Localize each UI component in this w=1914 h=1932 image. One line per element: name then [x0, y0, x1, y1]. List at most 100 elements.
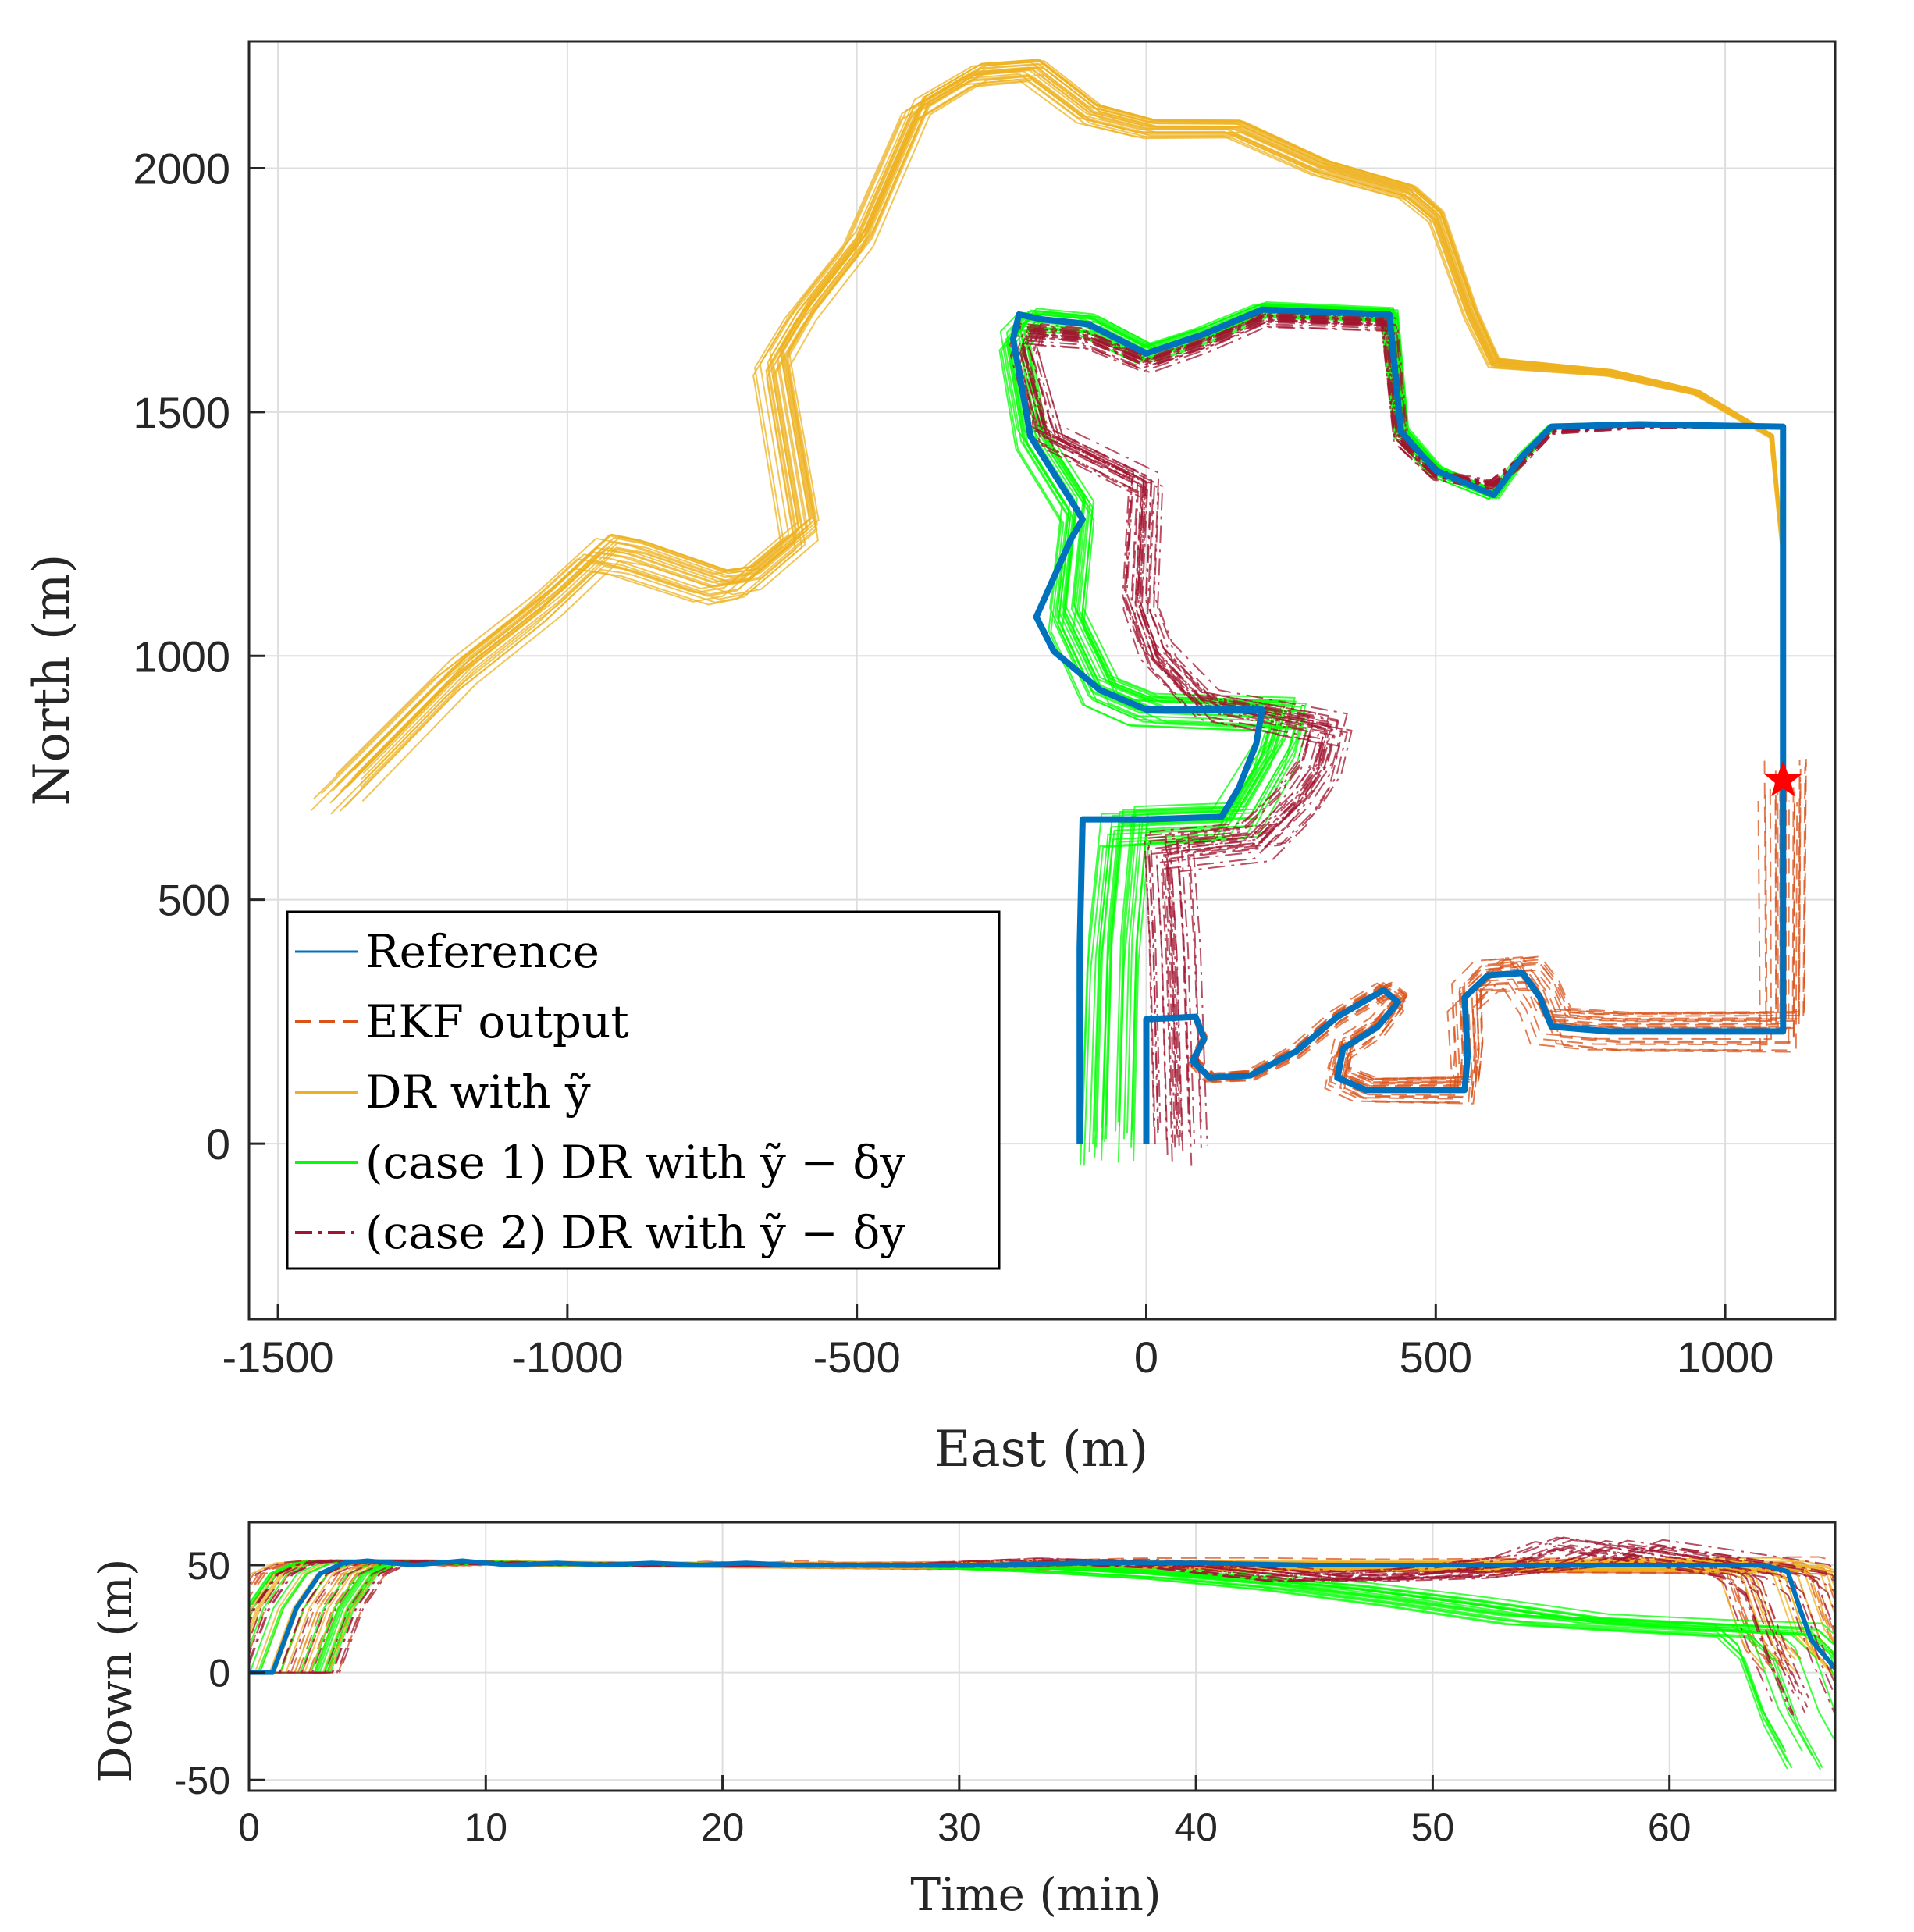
x-tick-label: -1000 [511, 1332, 623, 1382]
ensemble-run-line [267, 1560, 1835, 1674]
legend-entry-label: (case 2) DR with ỹ − δy [365, 1206, 905, 1259]
ensemble-run-line [1144, 800, 1761, 1144]
ensemble-run-line [285, 1560, 1835, 1674]
bottom-axes-box [247, 1521, 1837, 1792]
ensemble-run-line [249, 1560, 1793, 1769]
main-axes-box [247, 40, 1837, 1321]
ensemble-run-line [362, 60, 1785, 781]
ensemble-run-line [303, 1560, 1835, 1674]
ensemble-run-line [249, 1560, 1788, 1770]
y-tick-label: 1000 [133, 632, 230, 681]
ensemble-run-line [256, 1560, 1835, 1674]
y-tick-label: 0 [206, 1119, 230, 1169]
x-tick-label: 10 [464, 1806, 507, 1849]
ensemble-run-line [249, 1560, 1823, 1769]
ensemble-run-line [1009, 312, 1784, 1127]
ensemble-run-line [301, 1560, 1835, 1674]
x-tick-label: -1500 [222, 1332, 333, 1382]
x-tick-label: 60 [1648, 1806, 1692, 1849]
bottom-y-axis-label: Down (m) [89, 1558, 142, 1782]
ensemble-run-line [1009, 319, 1784, 1148]
x-tick-label: 20 [701, 1806, 745, 1849]
ensemble-run-line [335, 61, 1784, 781]
x-tick-label: 40 [1174, 1806, 1218, 1849]
ensemble-run-line [1011, 315, 1784, 1133]
legend-entry-label: (case 1) DR with ỹ − δy [365, 1136, 905, 1189]
ensemble-run-line [249, 1549, 1835, 1717]
y-tick-label: 0 [208, 1652, 230, 1695]
ensemble-run-line [1145, 759, 1807, 1144]
legend-entry-label: Reference [365, 925, 599, 978]
start-star-marker [1764, 760, 1802, 797]
x-tick-label: 500 [1400, 1332, 1472, 1382]
ensemble-run-line [1012, 314, 1784, 1130]
main-x-axis-label: East (m) [934, 1421, 1148, 1478]
ensemble-run-line [271, 1560, 1835, 1674]
reference-line [1009, 306, 1787, 1144]
ensemble-run-line [249, 1548, 1793, 1716]
ensemble-run-line [249, 1560, 1770, 1679]
ensemble-run-line [306, 1559, 1835, 1674]
ensemble-run-line [1145, 767, 1806, 1144]
ensemble-run-line [257, 1560, 1835, 1674]
ensemble-run-line [330, 80, 1784, 815]
ensemble-run-line [249, 1559, 1787, 1752]
ensemble-run-line [320, 70, 1784, 795]
main-series [1009, 306, 1787, 1144]
ensemble-run-line [1016, 317, 1784, 1141]
ensemble-run-line [287, 1560, 1835, 1683]
y-tick-label: 2000 [133, 144, 230, 193]
ensemble-run-line [361, 74, 1785, 802]
ensemble-run-line [249, 1548, 1795, 1716]
main-y-axis-label: North (m) [23, 553, 81, 806]
ensemble-run-line [249, 1560, 1788, 1763]
bottom-ensembles [249, 1536, 1835, 1770]
legend-entry-label: EKF output [365, 995, 629, 1048]
ensemble-run-line [361, 63, 1785, 781]
ensemble-run-line [296, 1560, 1835, 1674]
ensemble-run-line [343, 76, 1784, 808]
ensemble-run-line [249, 1560, 1813, 1757]
ensemble-run-line [249, 1560, 1781, 1680]
ensemble-run-line [261, 1557, 1835, 1674]
main-plot: -1500 -1000 -500 0 500 1000 0 500 1000 1500 2000 E… [23, 40, 1837, 1478]
ensemble-run-line [290, 1560, 1835, 1674]
ensemble-run-line [304, 1560, 1835, 1674]
y-tick-label: 50 [187, 1544, 230, 1588]
x-tick-label: 50 [1411, 1806, 1455, 1849]
legend: Reference EKF output DR with ỹ (case 1) DR … [286, 910, 1001, 1270]
ensemble-run-line [299, 1560, 1835, 1674]
x-tick-label: 30 [937, 1806, 981, 1849]
reference-line [249, 1558, 1835, 1675]
legend-entry-label: DR with ỹ [365, 1066, 591, 1119]
ensemble-run-line [249, 1560, 1822, 1770]
ensemble-run-line [276, 1560, 1835, 1714]
ensemble-run-line [300, 1560, 1835, 1674]
x-tick-label: -500 [813, 1332, 901, 1382]
main-ticks: -1500 -1000 -500 0 500 1000 0 500 1000 1500 2000 [133, 144, 1773, 1382]
star-marker [1764, 760, 1802, 797]
y-tick-label: 500 [158, 876, 230, 925]
ensemble-run-line [274, 1560, 1835, 1674]
ensemble-run-line [286, 1560, 1835, 1674]
x-tick-label: 0 [1134, 1332, 1158, 1382]
ensemble-run-line [256, 1560, 1835, 1743]
y-tick-label: -50 [174, 1759, 230, 1802]
x-tick-label: 0 [238, 1806, 260, 1849]
bottom-x-axis-label: Time (min) [910, 1868, 1161, 1921]
ensemble-run-line [249, 1559, 1803, 1752]
legend-box [286, 910, 1001, 1270]
x-tick-label: 1000 [1677, 1332, 1774, 1382]
ensemble-run-line [1144, 794, 1768, 1144]
ensemble-run-line [290, 1560, 1835, 1674]
ensemble-run-line [314, 1560, 1835, 1674]
bottom-series [249, 1558, 1835, 1675]
y-tick-label: 1500 [133, 388, 230, 437]
ensemble-run-line [1145, 800, 1790, 1144]
ensemble-run-line [1012, 311, 1784, 1123]
ensemble-run-line [249, 1559, 1786, 1751]
ensemble-run-line [280, 1560, 1835, 1674]
